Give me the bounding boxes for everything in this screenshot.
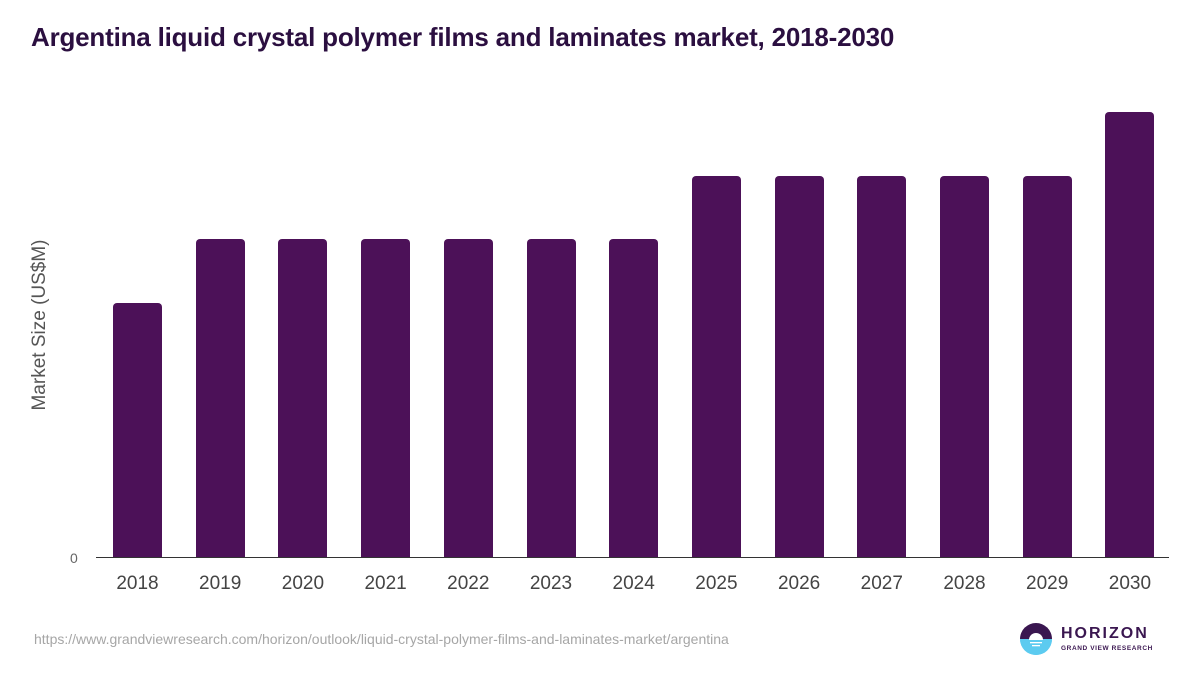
logo-name: HORIZON <box>1061 625 1149 642</box>
x-tick-label: 2022 <box>447 573 490 594</box>
horizon-logo: HORIZON GRAND VIEW RESEARCH <box>1019 622 1153 656</box>
x-tick-label: 2030 <box>1108 573 1152 594</box>
x-tick-label: 2025 <box>695 573 738 594</box>
x-tick-label: 2026 <box>777 573 821 594</box>
bar-2020[interactable] <box>278 239 328 558</box>
x-tick-label: 2029 <box>1026 573 1069 594</box>
bar-2025[interactable] <box>691 175 741 558</box>
bar-2024[interactable] <box>609 239 659 558</box>
horizon-logo-icon <box>1020 623 1052 655</box>
x-tick-label: 2028 <box>943 573 986 594</box>
bar-2023[interactable] <box>526 239 576 558</box>
bar-2030[interactable] <box>1105 111 1155 558</box>
plot-area <box>96 80 1169 558</box>
y-axis-label: Market Size (US$M) <box>29 239 50 411</box>
x-tick-label: 2024 <box>612 573 655 594</box>
bar-2029[interactable] <box>1022 175 1072 558</box>
x-tick-label: 2021 <box>364 573 407 594</box>
x-tick-label: 2018 <box>116 573 159 594</box>
bar-2028[interactable] <box>940 175 989 558</box>
bar-2019[interactable] <box>195 239 245 558</box>
bar-2021[interactable] <box>361 239 411 558</box>
bar-2018[interactable] <box>113 303 162 558</box>
x-tick-label: 2019 <box>199 573 242 594</box>
x-tick-label: 2027 <box>860 573 903 594</box>
bar-2026[interactable] <box>774 175 824 558</box>
y-tick-zero: 0 <box>70 550 78 566</box>
x-axis-line <box>96 557 1169 558</box>
bar-2027[interactable] <box>857 175 907 558</box>
source-url[interactable]: https://www.grandviewresearch.com/horizo… <box>34 631 729 647</box>
x-tick-label: 2020 <box>281 573 325 594</box>
bar-2022[interactable] <box>443 239 493 558</box>
logo-subtitle: GRAND VIEW RESEARCH <box>1061 645 1153 652</box>
chart-title: Argentina liquid crystal polymer films a… <box>31 22 895 52</box>
x-tick-label: 2023 <box>529 573 573 594</box>
